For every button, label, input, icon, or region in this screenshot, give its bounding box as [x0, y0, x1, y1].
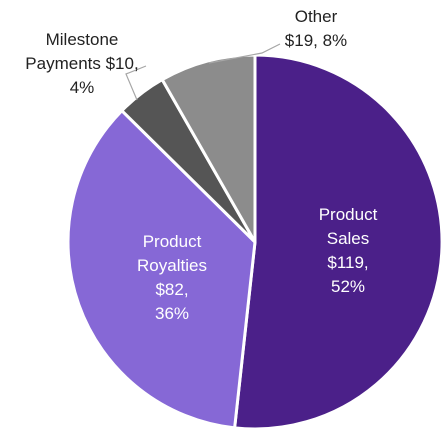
- leader-line-other: [208, 43, 281, 64]
- data-label-line: Product: [143, 232, 202, 251]
- data-label-line: 4%: [70, 78, 95, 97]
- data-label-line: 36%: [155, 304, 189, 323]
- data-label-line: 52%: [331, 277, 365, 296]
- leader-lines-layer: [125, 43, 281, 101]
- data-label-line: $119,: [327, 253, 368, 272]
- data-label-product-sales: Product Sales $119, 52%: [319, 205, 378, 296]
- data-label-other: Other $19, 8%: [285, 7, 347, 50]
- pie-slice-product-sales: [233, 53, 444, 431]
- data-label-line: Payments $10,: [25, 54, 138, 73]
- data-label-line: $82,: [155, 280, 188, 299]
- labels-layer: Product Sales $119, 52% Product Royalties $82,…: [25, 7, 377, 323]
- data-label-product-royalties: Product Royalties $82, 36%: [137, 232, 207, 323]
- leader-line-milestone-payments: [125, 65, 147, 101]
- data-label-line: Sales: [327, 229, 370, 248]
- data-label-line: Product: [319, 205, 378, 224]
- data-label-line: Milestone: [46, 30, 119, 49]
- data-label-milestone-payments: Milestone Payments $10, 4%: [25, 30, 138, 97]
- data-label-line: Other: [295, 7, 338, 26]
- pie-slice-product-royalties: [66, 109, 257, 430]
- data-label-line: Royalties: [137, 256, 207, 275]
- data-label-line: $19, 8%: [285, 31, 347, 50]
- slices-layer: [66, 53, 444, 431]
